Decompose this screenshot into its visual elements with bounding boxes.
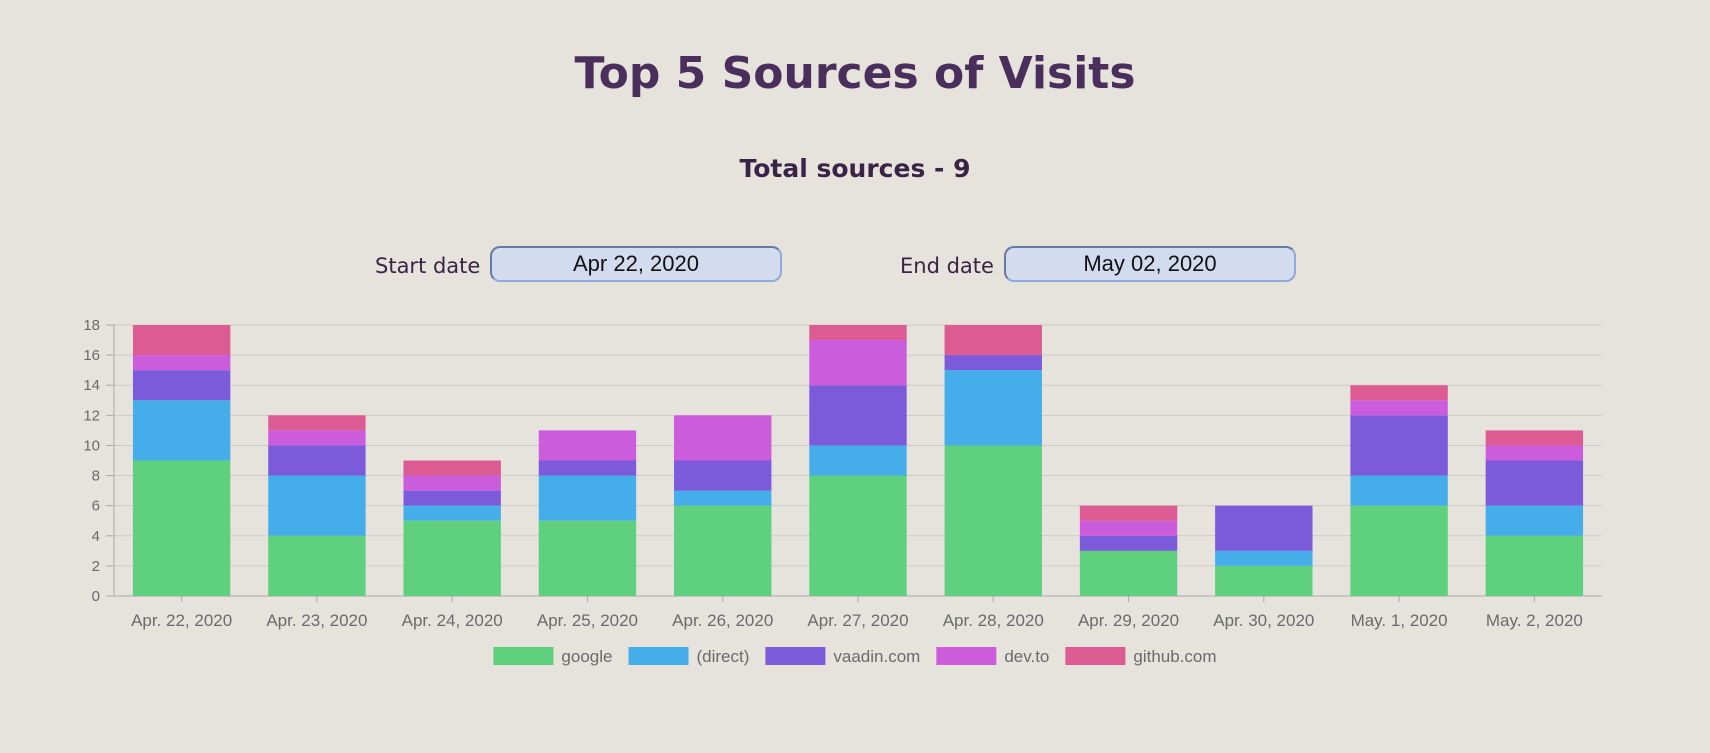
x-tick-label: Apr. 25, 2020 bbox=[537, 611, 638, 630]
bar-segment bbox=[538, 475, 637, 521]
bar-segment bbox=[1350, 475, 1448, 506]
bar-segment bbox=[1079, 520, 1178, 536]
bar-segment bbox=[268, 415, 366, 431]
bar-segment bbox=[1079, 535, 1178, 551]
bar-segment bbox=[132, 355, 231, 371]
bar-segment bbox=[132, 400, 231, 461]
bar-segment bbox=[809, 445, 907, 476]
legend-item: (direct) bbox=[628, 647, 749, 666]
legend-swatch bbox=[493, 647, 554, 665]
bar-segment bbox=[538, 520, 637, 596]
bar-segment bbox=[944, 370, 1042, 446]
bar-segment bbox=[1079, 550, 1178, 596]
end-date-label: End date bbox=[900, 254, 994, 278]
start-date-input[interactable] bbox=[490, 246, 782, 282]
bar-segment bbox=[268, 430, 366, 446]
x-tick-label: Apr. 23, 2020 bbox=[266, 611, 367, 630]
x-tick-label: May. 2, 2020 bbox=[1486, 611, 1583, 630]
bar-segment bbox=[268, 445, 366, 476]
bar-segment bbox=[268, 535, 366, 596]
bar-segment bbox=[944, 355, 1042, 371]
bar-segment bbox=[809, 475, 907, 596]
bar-segment bbox=[1350, 400, 1448, 416]
x-tick-label: Apr. 28, 2020 bbox=[943, 611, 1044, 630]
bar-segment bbox=[1215, 505, 1313, 551]
start-date-label: Start date bbox=[375, 254, 481, 278]
bar-segment bbox=[674, 490, 772, 506]
bar-segment bbox=[809, 325, 907, 341]
legend-label: vaadin.com bbox=[833, 647, 920, 666]
x-tick-label: May. 1, 2020 bbox=[1351, 611, 1448, 630]
bar-segment bbox=[1485, 505, 1584, 536]
y-tick-label: 16 bbox=[83, 347, 100, 364]
bar-segment bbox=[1350, 505, 1448, 596]
bar-segment bbox=[132, 325, 231, 356]
end-date-input[interactable] bbox=[1004, 246, 1296, 282]
legend-item: google bbox=[493, 647, 612, 666]
bar-segment bbox=[538, 430, 637, 461]
x-tick-label: Apr. 30, 2020 bbox=[1213, 611, 1314, 630]
legend-item: vaadin.com bbox=[765, 647, 920, 666]
y-tick-label: 2 bbox=[92, 558, 100, 575]
bar-segment bbox=[403, 475, 501, 491]
page-title: Top 5 Sources of Visits bbox=[574, 48, 1136, 99]
stacked-bar-chart: 0 2 4 6 8 10 12 14 16 18 Apr. 22, 2020 Apr. 23, 202… bbox=[83, 317, 1602, 666]
axes: 0 2 4 6 8 10 12 14 16 18 Apr. 22, 2020 Apr. 23, 202… bbox=[83, 317, 1583, 630]
legend-label: dev.to bbox=[1004, 647, 1049, 666]
bar-segment bbox=[1215, 550, 1313, 566]
bar-segment bbox=[1350, 415, 1448, 476]
legend-label: google bbox=[561, 647, 612, 666]
legend-item: dev.to bbox=[936, 647, 1049, 666]
bar-segment bbox=[403, 490, 501, 506]
y-tick-label: 0 bbox=[92, 588, 100, 605]
x-tick-label: Apr. 27, 2020 bbox=[807, 611, 908, 630]
bar-segment bbox=[674, 415, 772, 461]
bar-segment bbox=[1485, 430, 1584, 446]
legend-label: github.com bbox=[1133, 647, 1216, 666]
legend-swatch bbox=[1065, 647, 1126, 665]
bar-segment bbox=[674, 505, 772, 596]
legend-label: (direct) bbox=[696, 647, 749, 666]
bar-segment bbox=[268, 475, 366, 536]
x-tick-label: Apr. 26, 2020 bbox=[672, 611, 773, 630]
y-tick-label: 6 bbox=[92, 498, 100, 515]
x-tick-label: Apr. 24, 2020 bbox=[402, 611, 503, 630]
y-tick-label: 14 bbox=[83, 377, 100, 394]
y-tick-label: 4 bbox=[92, 528, 100, 545]
y-tick-label: 8 bbox=[92, 468, 100, 485]
bar-segment bbox=[538, 460, 637, 476]
bar-segment bbox=[132, 460, 231, 596]
legend-swatch bbox=[936, 647, 997, 665]
y-tick-label: 12 bbox=[83, 407, 100, 424]
legend-item: github.com bbox=[1065, 647, 1217, 666]
legend-swatch bbox=[765, 647, 826, 665]
bar-segment bbox=[809, 385, 907, 446]
bars bbox=[132, 325, 1584, 596]
bar-segment bbox=[944, 445, 1042, 596]
bar-segment bbox=[1079, 505, 1178, 521]
bar-segment bbox=[944, 325, 1042, 356]
y-tick-label: 18 bbox=[83, 317, 100, 334]
bar-segment bbox=[1485, 445, 1584, 461]
bar-segment bbox=[1485, 460, 1584, 506]
bar-segment bbox=[1350, 385, 1448, 401]
y-tick-label: 10 bbox=[83, 437, 100, 454]
legend-swatch bbox=[628, 647, 689, 665]
bar-segment bbox=[1485, 535, 1584, 596]
x-tick-label: Apr. 22, 2020 bbox=[131, 611, 232, 630]
bar-segment bbox=[809, 340, 907, 386]
bar-segment bbox=[403, 520, 501, 596]
legend: google (direct) vaadin.com dev.to github.com bbox=[493, 647, 1217, 666]
x-tick-label: Apr. 29, 2020 bbox=[1078, 611, 1179, 630]
bar-segment bbox=[674, 460, 772, 491]
bar-segment bbox=[132, 370, 231, 401]
bar-segment bbox=[1215, 565, 1313, 596]
total-sources-label: Total sources - 9 bbox=[739, 154, 971, 183]
bar-segment bbox=[403, 460, 501, 476]
bar-segment bbox=[403, 505, 501, 521]
